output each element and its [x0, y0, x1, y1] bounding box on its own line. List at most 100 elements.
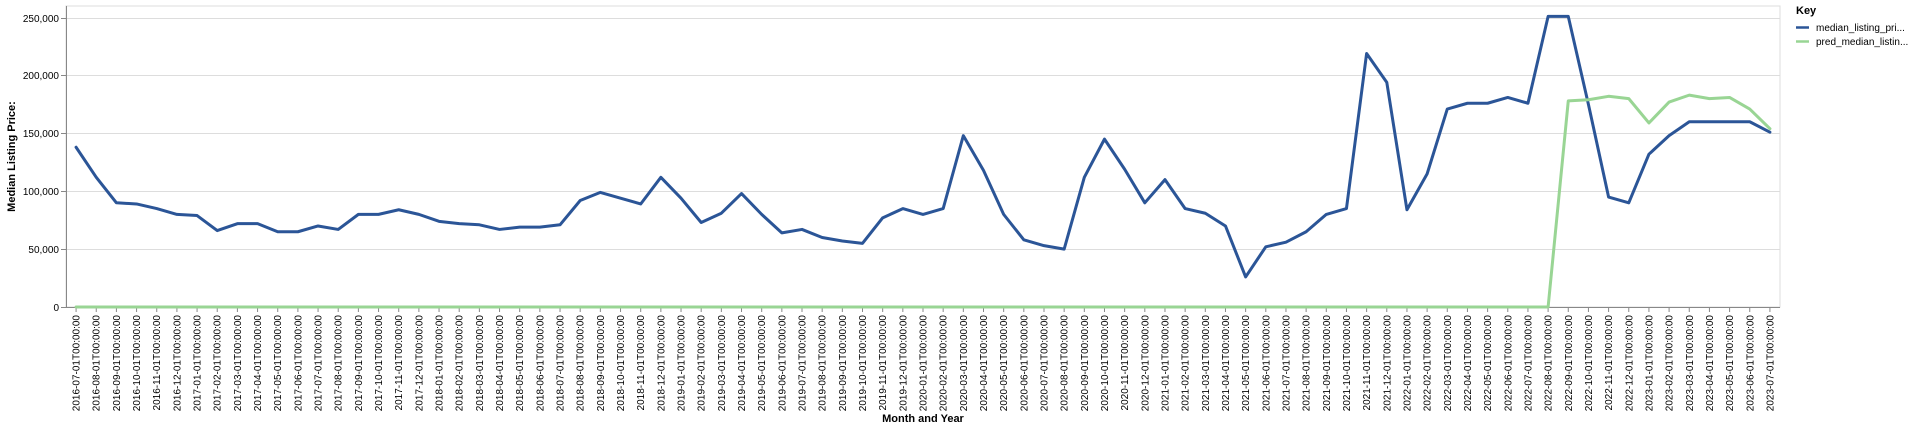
- x-tick-label: 2017-08-01T00:00:00: [334, 315, 345, 412]
- x-tick-label: 2023-03-01T00:00:00: [1685, 315, 1696, 412]
- y-tick-label: 250,000: [23, 14, 60, 25]
- x-tick-label: 2022-12-01T00:00:00: [1624, 315, 1635, 412]
- x-tick-label: 2022-04-01T00:00:00: [1463, 315, 1474, 412]
- x-tick-label: 2017-07-01T00:00:00: [314, 315, 325, 412]
- x-tick-label: 2022-10-01T00:00:00: [1584, 315, 1595, 412]
- x-tick-label: 2022-06-01T00:00:00: [1503, 315, 1514, 412]
- plot-area: [65, 5, 1781, 308]
- x-tick-label: 2021-06-01T00:00:00: [1261, 315, 1272, 412]
- x-tick-label: 2020-12-01T00:00:00: [1140, 315, 1151, 412]
- x-tick-label: 2022-11-01T00:00:00: [1604, 315, 1615, 411]
- x-tick-label: 2016-08-01T00:00:00: [92, 315, 103, 412]
- x-tick-label: 2022-02-01T00:00:00: [1423, 315, 1434, 412]
- x-tick-label: 2018-09-01T00:00:00: [596, 315, 607, 412]
- x-tick-label: 2019-04-01T00:00:00: [737, 315, 748, 412]
- x-tick-label: 2018-01-01T00:00:00: [435, 315, 446, 412]
- x-tick-label: 2019-01-01T00:00:00: [677, 315, 688, 412]
- y-tick-label: 200,000: [23, 71, 60, 82]
- x-axis: 2016-07-01T00:00:00 2016-08-01T00:00:00 20…: [66, 307, 1780, 411]
- legend: Key median_listing_pri... pred_median_lis…: [1796, 5, 1908, 48]
- x-tick-label: 2016-10-01T00:00:00: [132, 315, 143, 412]
- x-tick-label: 2018-06-01T00:00:00: [535, 315, 546, 412]
- x-tick-label: 2019-12-01T00:00:00: [898, 315, 909, 412]
- x-tick-label: 2023-06-01T00:00:00: [1745, 315, 1756, 412]
- x-axis-title: Month and Year: [882, 413, 964, 425]
- x-tick-label: 2017-04-01T00:00:00: [253, 315, 264, 412]
- x-tick-label: 2018-03-01T00:00:00: [475, 315, 486, 412]
- x-tick-label: 2018-11-01T00:00:00: [636, 315, 647, 411]
- x-tick-label: 2017-12-01T00:00:00: [414, 315, 425, 412]
- x-tick-label: 2018-04-01T00:00:00: [495, 315, 506, 412]
- x-tick-label: 2020-05-01T00:00:00: [999, 315, 1010, 412]
- x-tick-label: 2019-10-01T00:00:00: [858, 315, 869, 412]
- x-tick-label: 2019-06-01T00:00:00: [777, 315, 788, 412]
- y-tick-label: 50,000: [28, 245, 59, 256]
- x-tick-label: 2017-11-01T00:00:00: [394, 315, 405, 411]
- x-tick-label: 2017-09-01T00:00:00: [354, 315, 365, 412]
- x-tick-label: 2020-09-01T00:00:00: [1080, 315, 1091, 412]
- x-tick-label: 2020-11-01T00:00:00: [1120, 315, 1131, 411]
- legend-label: pred_median_listin...: [1816, 37, 1908, 48]
- x-tick-label: 2019-11-01T00:00:00: [878, 315, 889, 411]
- x-tick-label: 2021-03-01T00:00:00: [1201, 315, 1212, 412]
- x-tick-label: 2022-07-01T00:00:00: [1523, 315, 1534, 412]
- x-tick-label: 2020-02-01T00:00:00: [939, 315, 950, 412]
- x-tick-label: 2022-08-01T00:00:00: [1544, 315, 1555, 412]
- x-tick-label: 2021-12-01T00:00:00: [1382, 315, 1393, 412]
- x-tick-label: 2016-11-01T00:00:00: [152, 315, 163, 411]
- x-tick-label: 2017-01-01T00:00:00: [193, 315, 204, 412]
- x-tick-label: 2023-02-01T00:00:00: [1665, 315, 1676, 412]
- x-tick-label: 2019-05-01T00:00:00: [757, 315, 768, 412]
- series-lines: [74, 14, 1772, 309]
- x-tick-label: 2018-05-01T00:00:00: [515, 315, 526, 412]
- x-tick-label: 2022-05-01T00:00:00: [1483, 315, 1494, 412]
- x-tick-label: 2016-07-01T00:00:00: [72, 315, 83, 412]
- y-tick-label: 0: [53, 303, 59, 314]
- y-tick-label: 100,000: [23, 187, 60, 198]
- x-tick-label: 2020-10-01T00:00:00: [1100, 315, 1111, 412]
- x-tick-label: 2023-05-01T00:00:00: [1725, 315, 1736, 412]
- x-tick-label: 2020-06-01T00:00:00: [1019, 315, 1030, 412]
- x-tick-label: 2017-10-01T00:00:00: [374, 315, 385, 412]
- x-tick-label: 2023-07-01T00:00:00: [1765, 315, 1776, 412]
- x-tick-label: 2017-06-01T00:00:00: [293, 315, 304, 412]
- x-tick-label: 2020-04-01T00:00:00: [979, 315, 990, 412]
- x-tick-label: 2017-05-01T00:00:00: [273, 315, 284, 412]
- x-tick-label: 2021-09-01T00:00:00: [1322, 315, 1333, 412]
- x-tick-label: 2017-03-01T00:00:00: [233, 315, 244, 412]
- y-tick-label: 150,000: [23, 129, 60, 140]
- series-line-2: [74, 93, 1772, 309]
- legend-title: Key: [1796, 5, 1817, 17]
- x-tick-label: 2019-08-01T00:00:00: [818, 315, 829, 412]
- x-tick-label: 2021-08-01T00:00:00: [1302, 315, 1313, 412]
- x-tick-label: 2018-08-01T00:00:00: [576, 315, 587, 412]
- grid: [66, 18, 1780, 308]
- plot-frame: [65, 5, 1781, 308]
- x-tick-label: 2020-03-01T00:00:00: [959, 315, 970, 412]
- x-tick-label: 2016-09-01T00:00:00: [112, 315, 123, 412]
- series-line-1: [74, 14, 1772, 279]
- x-tick-label: 2019-09-01T00:00:00: [838, 315, 849, 412]
- x-tick-label: 2021-11-01T00:00:00: [1362, 315, 1373, 411]
- x-tick-label: 2019-07-01T00:00:00: [798, 315, 809, 412]
- x-tick-label: 2020-07-01T00:00:00: [1039, 315, 1050, 412]
- x-tick-label: 2023-04-01T00:00:00: [1705, 315, 1716, 412]
- x-tick-label: 2021-01-01T00:00:00: [1160, 315, 1171, 412]
- x-tick-label: 2021-02-01T00:00:00: [1181, 315, 1192, 412]
- x-tick-label: 2022-03-01T00:00:00: [1443, 315, 1454, 412]
- x-tick-label: 2022-01-01T00:00:00: [1402, 315, 1413, 412]
- y-axis-title: Median Listing Price:: [6, 101, 18, 212]
- x-tick-label: 2018-12-01T00:00:00: [656, 315, 667, 412]
- x-tick-label: 2017-02-01T00:00:00: [213, 315, 224, 412]
- y-axis: 0 50,000 100,000 150,000 200,000 250,000: [23, 6, 67, 314]
- x-tick-label: 2019-03-01T00:00:00: [717, 315, 728, 412]
- x-tick-label: 2023-01-01T00:00:00: [1644, 315, 1655, 412]
- x-tick-label: 2020-08-01T00:00:00: [1060, 315, 1071, 412]
- x-tick-label: 2022-09-01T00:00:00: [1564, 315, 1575, 412]
- x-tick-label: 2019-02-01T00:00:00: [697, 315, 708, 412]
- x-tick-label: 2021-07-01T00:00:00: [1281, 315, 1292, 412]
- legend-label: median_listing_pri...: [1816, 23, 1905, 34]
- x-tick-label: 2020-01-01T00:00:00: [919, 315, 930, 412]
- x-tick-label: 2018-10-01T00:00:00: [616, 315, 627, 412]
